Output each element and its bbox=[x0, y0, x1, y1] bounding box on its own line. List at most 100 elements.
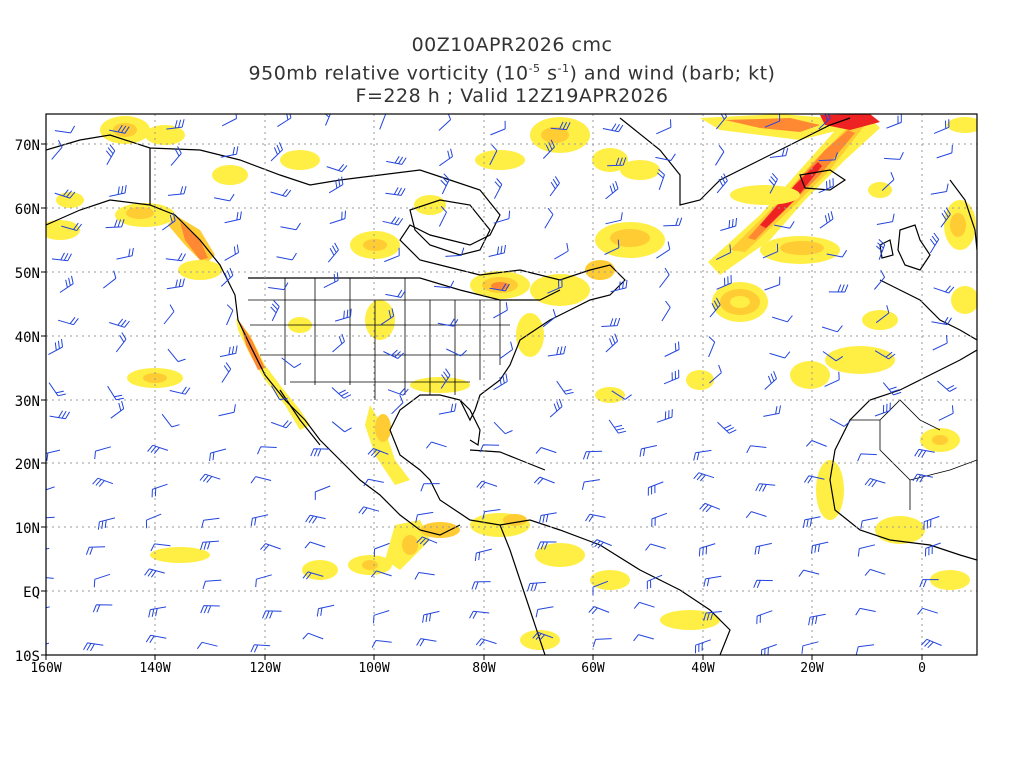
wind-barb bbox=[646, 574, 663, 590]
wind-barb bbox=[150, 543, 171, 552]
wind-barb bbox=[214, 193, 235, 202]
wind-barb bbox=[874, 269, 886, 290]
latitude-axis: 70N 60N 50N 40N 30N 20N 10N EQ 10S bbox=[15, 138, 40, 665]
wind-barb bbox=[490, 120, 506, 136]
wind-barb bbox=[380, 308, 395, 326]
wind-barb bbox=[220, 267, 234, 287]
coastlines bbox=[46, 117, 977, 655]
wind-barb bbox=[533, 476, 555, 485]
wind-barb bbox=[857, 453, 877, 462]
wind-barb bbox=[440, 368, 451, 389]
lat-label-70n: 70N bbox=[15, 138, 40, 154]
wind-barb bbox=[864, 568, 886, 576]
wind-barb bbox=[874, 402, 891, 417]
wind-barb bbox=[608, 419, 627, 434]
wind-barb bbox=[802, 516, 821, 528]
title-line-field: 950mb relative vorticity (10-5 s-1) and … bbox=[0, 57, 1024, 85]
wind-barb bbox=[109, 318, 130, 328]
wind-barb bbox=[310, 448, 330, 457]
wind-barb bbox=[709, 297, 721, 318]
wind-barb bbox=[936, 144, 953, 159]
wind-barb bbox=[314, 485, 331, 500]
wind-barb bbox=[633, 634, 654, 642]
wind-barb bbox=[920, 638, 942, 649]
wind-barb bbox=[607, 157, 627, 167]
graticule bbox=[46, 114, 977, 655]
wind-barb bbox=[438, 114, 452, 131]
wind-barb bbox=[145, 513, 162, 529]
wind-barb bbox=[145, 634, 167, 643]
wind-barb bbox=[469, 610, 490, 619]
wind-barb bbox=[656, 119, 672, 135]
title-unit-text: s bbox=[540, 62, 558, 85]
wind-barb bbox=[391, 395, 404, 415]
wind-barb bbox=[445, 247, 465, 257]
title-field-text: 950mb relative vorticity (10 bbox=[248, 62, 529, 85]
wind-barb bbox=[46, 449, 61, 461]
wind-barb bbox=[860, 517, 878, 529]
wind-barb bbox=[556, 380, 574, 395]
wind-barb bbox=[663, 217, 683, 227]
lon-label-80w: 80W bbox=[472, 661, 496, 676]
wind-barb bbox=[302, 571, 324, 580]
wind-barb bbox=[166, 119, 185, 130]
wind-barb bbox=[756, 610, 773, 625]
wind-barb bbox=[250, 644, 271, 653]
wind-barb bbox=[165, 253, 186, 262]
wind-barb bbox=[109, 185, 127, 197]
wind-barb bbox=[255, 574, 272, 588]
wind-barb bbox=[382, 216, 404, 226]
wind-barb bbox=[201, 517, 220, 529]
wind-barb bbox=[358, 506, 380, 515]
wind-barb bbox=[755, 483, 776, 492]
wind-barb bbox=[476, 480, 498, 489]
wind-barb bbox=[655, 153, 676, 161]
wind-barb bbox=[925, 542, 941, 557]
wind-barb bbox=[772, 315, 793, 323]
wind-barb bbox=[882, 382, 902, 396]
wind-barb bbox=[493, 210, 511, 224]
wind-barb bbox=[829, 418, 851, 427]
lon-label-120w: 120W bbox=[249, 661, 280, 676]
wind-barb bbox=[250, 476, 272, 484]
wind-barb bbox=[107, 385, 124, 401]
wind-barb bbox=[94, 446, 112, 460]
wind-barb bbox=[83, 642, 104, 652]
wind-barb bbox=[542, 139, 555, 159]
wind-barb bbox=[271, 420, 292, 429]
wind-barb bbox=[439, 148, 453, 167]
wind-barb bbox=[693, 472, 715, 482]
wind-barb bbox=[762, 243, 779, 259]
title-line-run: 00Z10APR2026 cmc bbox=[411, 34, 613, 56]
state-boundaries bbox=[248, 278, 520, 400]
wind-barb bbox=[327, 242, 339, 263]
wind-barb bbox=[46, 606, 50, 609]
wind-barb bbox=[808, 613, 826, 626]
wind-barb bbox=[592, 580, 609, 596]
wind-barb bbox=[54, 125, 76, 134]
wind-barb bbox=[105, 219, 125, 229]
wind-barb bbox=[437, 318, 459, 327]
wind-barb bbox=[493, 421, 513, 435]
wind-barb bbox=[281, 357, 302, 369]
wind-barb bbox=[324, 114, 331, 126]
wind-barb bbox=[611, 390, 632, 400]
wind-barb bbox=[426, 441, 447, 449]
wind-barb bbox=[881, 172, 895, 191]
wind-barb bbox=[769, 147, 789, 158]
wind-barb bbox=[601, 317, 621, 327]
wind-barb bbox=[331, 421, 352, 433]
wind-barb bbox=[116, 247, 134, 260]
wind-barb bbox=[822, 351, 844, 362]
wind-barb bbox=[220, 345, 238, 358]
wind-barb bbox=[209, 448, 227, 462]
wind-barb bbox=[919, 579, 939, 588]
wind-barb bbox=[818, 152, 838, 162]
axis-ticks bbox=[41, 143, 923, 660]
wind-barb bbox=[876, 213, 895, 225]
wind-barb bbox=[221, 114, 237, 127]
wind-barb bbox=[610, 279, 628, 293]
wind-barb bbox=[716, 274, 732, 290]
wind-barb bbox=[482, 509, 501, 520]
map-frame bbox=[45, 113, 978, 656]
